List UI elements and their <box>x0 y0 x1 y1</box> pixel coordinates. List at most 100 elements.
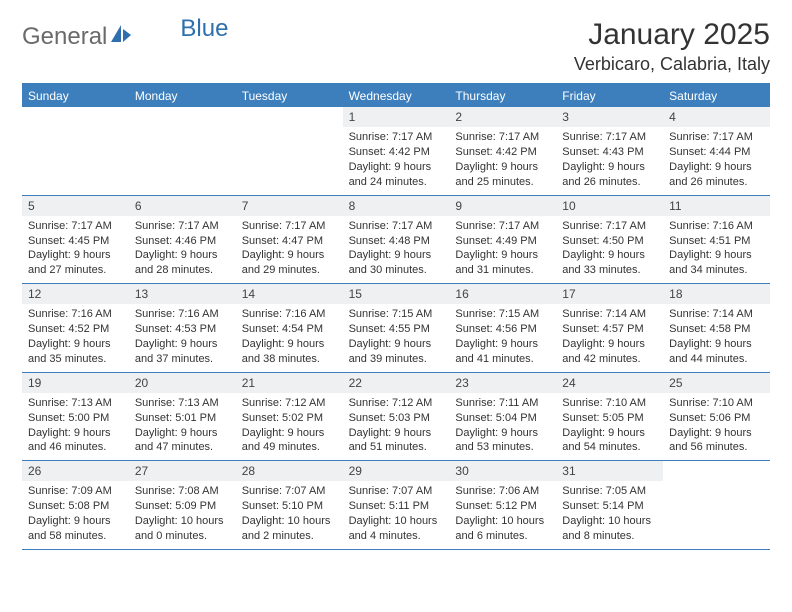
day-cell: 24Sunrise: 7:10 AMSunset: 5:05 PMDayligh… <box>556 373 663 462</box>
sunset-line: Sunset: 4:52 PM <box>28 322 123 337</box>
day-info: Sunrise: 7:10 AMSunset: 5:06 PMDaylight:… <box>663 393 770 460</box>
day-number: 22 <box>343 373 450 393</box>
day-header: Monday <box>129 85 236 107</box>
day-cell: 13Sunrise: 7:16 AMSunset: 4:53 PMDayligh… <box>129 284 236 373</box>
daylight-line-2: and 27 minutes. <box>28 263 123 278</box>
day-info: Sunrise: 7:14 AMSunset: 4:57 PMDaylight:… <box>556 304 663 371</box>
daylight-line-2: and 54 minutes. <box>562 440 657 455</box>
logo-sail-icon <box>110 24 132 47</box>
empty-cell <box>663 461 770 550</box>
title-block: January 2025 Verbicaro, Calabria, Italy <box>574 18 770 75</box>
daylight-line-2: and 29 minutes. <box>242 263 337 278</box>
daylight-line-1: Daylight: 9 hours <box>28 426 123 441</box>
sunrise-line: Sunrise: 7:07 AM <box>242 484 337 499</box>
day-number: 28 <box>236 461 343 481</box>
day-info: Sunrise: 7:17 AMSunset: 4:44 PMDaylight:… <box>663 127 770 194</box>
day-cell: 9Sunrise: 7:17 AMSunset: 4:49 PMDaylight… <box>449 196 556 285</box>
day-header: Friday <box>556 85 663 107</box>
sunset-line: Sunset: 5:10 PM <box>242 499 337 514</box>
daylight-line-1: Daylight: 9 hours <box>455 426 550 441</box>
daylight-line-2: and 35 minutes. <box>28 352 123 367</box>
calendar-grid: SundayMondayTuesdayWednesdayThursdayFrid… <box>22 83 770 550</box>
daylight-line-2: and 37 minutes. <box>135 352 230 367</box>
sunset-line: Sunset: 5:04 PM <box>455 411 550 426</box>
day-number: 30 <box>449 461 556 481</box>
day-info: Sunrise: 7:09 AMSunset: 5:08 PMDaylight:… <box>22 481 129 548</box>
day-number: 2 <box>449 107 556 127</box>
sunrise-line: Sunrise: 7:15 AM <box>455 307 550 322</box>
sunset-line: Sunset: 5:02 PM <box>242 411 337 426</box>
sunrise-line: Sunrise: 7:10 AM <box>562 396 657 411</box>
daylight-line-2: and 6 minutes. <box>455 529 550 544</box>
sunset-line: Sunset: 4:48 PM <box>349 234 444 249</box>
daylight-line-1: Daylight: 9 hours <box>242 426 337 441</box>
day-cell: 18Sunrise: 7:14 AMSunset: 4:58 PMDayligh… <box>663 284 770 373</box>
day-cell: 16Sunrise: 7:15 AMSunset: 4:56 PMDayligh… <box>449 284 556 373</box>
day-number: 31 <box>556 461 663 481</box>
header-row: GeneralBlue January 2025 Verbicaro, Cala… <box>22 18 770 75</box>
day-cell: 31Sunrise: 7:05 AMSunset: 5:14 PMDayligh… <box>556 461 663 550</box>
day-number: 15 <box>343 284 450 304</box>
day-cell: 19Sunrise: 7:13 AMSunset: 5:00 PMDayligh… <box>22 373 129 462</box>
sunrise-line: Sunrise: 7:17 AM <box>562 219 657 234</box>
daylight-line-1: Daylight: 9 hours <box>562 426 657 441</box>
sunset-line: Sunset: 4:42 PM <box>349 145 444 160</box>
sunset-line: Sunset: 5:11 PM <box>349 499 444 514</box>
day-cell: 22Sunrise: 7:12 AMSunset: 5:03 PMDayligh… <box>343 373 450 462</box>
sunset-line: Sunset: 4:54 PM <box>242 322 337 337</box>
sunrise-line: Sunrise: 7:17 AM <box>349 219 444 234</box>
daylight-line-1: Daylight: 10 hours <box>349 514 444 529</box>
sunrise-line: Sunrise: 7:06 AM <box>455 484 550 499</box>
day-info: Sunrise: 7:08 AMSunset: 5:09 PMDaylight:… <box>129 481 236 548</box>
day-cell: 30Sunrise: 7:06 AMSunset: 5:12 PMDayligh… <box>449 461 556 550</box>
day-info: Sunrise: 7:14 AMSunset: 4:58 PMDaylight:… <box>663 304 770 371</box>
daylight-line-2: and 41 minutes. <box>455 352 550 367</box>
day-cell: 15Sunrise: 7:15 AMSunset: 4:55 PMDayligh… <box>343 284 450 373</box>
day-header: Sunday <box>22 85 129 107</box>
day-info: Sunrise: 7:10 AMSunset: 5:05 PMDaylight:… <box>556 393 663 460</box>
daylight-line-1: Daylight: 9 hours <box>669 337 764 352</box>
daylight-line-2: and 44 minutes. <box>669 352 764 367</box>
day-info: Sunrise: 7:17 AMSunset: 4:48 PMDaylight:… <box>343 216 450 283</box>
daylight-line-1: Daylight: 9 hours <box>455 248 550 263</box>
sunrise-line: Sunrise: 7:17 AM <box>135 219 230 234</box>
daylight-line-2: and 26 minutes. <box>669 175 764 190</box>
sunset-line: Sunset: 4:47 PM <box>242 234 337 249</box>
daylight-line-2: and 51 minutes. <box>349 440 444 455</box>
sunset-line: Sunset: 5:08 PM <box>28 499 123 514</box>
sunset-line: Sunset: 5:01 PM <box>135 411 230 426</box>
day-number: 4 <box>663 107 770 127</box>
day-cell: 21Sunrise: 7:12 AMSunset: 5:02 PMDayligh… <box>236 373 343 462</box>
day-info: Sunrise: 7:17 AMSunset: 4:49 PMDaylight:… <box>449 216 556 283</box>
daylight-line-1: Daylight: 9 hours <box>242 248 337 263</box>
daylight-line-1: Daylight: 9 hours <box>135 248 230 263</box>
empty-cell <box>22 107 129 196</box>
sunrise-line: Sunrise: 7:16 AM <box>135 307 230 322</box>
day-info: Sunrise: 7:12 AMSunset: 5:02 PMDaylight:… <box>236 393 343 460</box>
day-number: 20 <box>129 373 236 393</box>
logo: GeneralBlue <box>22 24 228 49</box>
sunset-line: Sunset: 5:12 PM <box>455 499 550 514</box>
logo-text-general: General <box>22 23 107 50</box>
day-number: 1 <box>343 107 450 127</box>
day-info: Sunrise: 7:12 AMSunset: 5:03 PMDaylight:… <box>343 393 450 460</box>
sunset-line: Sunset: 5:03 PM <box>349 411 444 426</box>
day-info: Sunrise: 7:16 AMSunset: 4:53 PMDaylight:… <box>129 304 236 371</box>
day-number: 11 <box>663 196 770 216</box>
daylight-line-2: and 58 minutes. <box>28 529 123 544</box>
day-cell: 11Sunrise: 7:16 AMSunset: 4:51 PMDayligh… <box>663 196 770 285</box>
day-number: 7 <box>236 196 343 216</box>
day-info: Sunrise: 7:07 AMSunset: 5:10 PMDaylight:… <box>236 481 343 548</box>
logo-text-blue: Blue <box>180 15 228 42</box>
sunrise-line: Sunrise: 7:17 AM <box>455 219 550 234</box>
daylight-line-1: Daylight: 9 hours <box>349 248 444 263</box>
day-number: 10 <box>556 196 663 216</box>
sunrise-line: Sunrise: 7:17 AM <box>242 219 337 234</box>
daylight-line-2: and 24 minutes. <box>349 175 444 190</box>
sunset-line: Sunset: 5:09 PM <box>135 499 230 514</box>
day-cell: 5Sunrise: 7:17 AMSunset: 4:45 PMDaylight… <box>22 196 129 285</box>
sunrise-line: Sunrise: 7:09 AM <box>28 484 123 499</box>
day-info: Sunrise: 7:15 AMSunset: 4:56 PMDaylight:… <box>449 304 556 371</box>
day-cell: 17Sunrise: 7:14 AMSunset: 4:57 PMDayligh… <box>556 284 663 373</box>
daylight-line-1: Daylight: 9 hours <box>28 248 123 263</box>
